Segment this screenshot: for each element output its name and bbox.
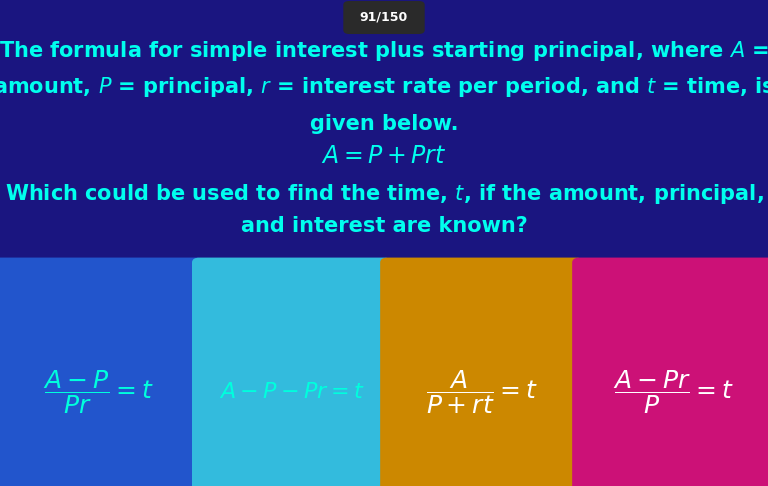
Text: $\dfrac{A}{P + rt} = t$: $\dfrac{A}{P + rt} = t$	[425, 368, 538, 416]
FancyBboxPatch shape	[0, 258, 204, 486]
FancyBboxPatch shape	[343, 1, 425, 34]
Text: given below.: given below.	[310, 114, 458, 134]
FancyBboxPatch shape	[380, 258, 584, 486]
FancyBboxPatch shape	[192, 258, 392, 486]
Text: $A - P - Pr = t$: $A - P - Pr = t$	[219, 382, 365, 402]
Text: $\dfrac{A - P}{Pr} = t$: $\dfrac{A - P}{Pr} = t$	[43, 368, 153, 416]
Text: and interest are known?: and interest are known?	[240, 216, 528, 236]
Text: $\dfrac{A - Pr}{P} = t$: $\dfrac{A - Pr}{P} = t$	[614, 368, 734, 416]
Text: Which could be used to find the time, $t$, if the amount, principal,: Which could be used to find the time, $t…	[5, 182, 763, 207]
Text: The formula for simple interest plus starting principal, where $A$ =: The formula for simple interest plus sta…	[0, 39, 768, 63]
Text: $A = P + Prt$: $A = P + Prt$	[321, 144, 447, 169]
Text: 91/150: 91/150	[360, 11, 408, 24]
FancyBboxPatch shape	[572, 258, 768, 486]
Text: amount, $P$ = principal, $r$ = interest rate per period, and $t$ = time, is: amount, $P$ = principal, $r$ = interest …	[0, 75, 768, 100]
